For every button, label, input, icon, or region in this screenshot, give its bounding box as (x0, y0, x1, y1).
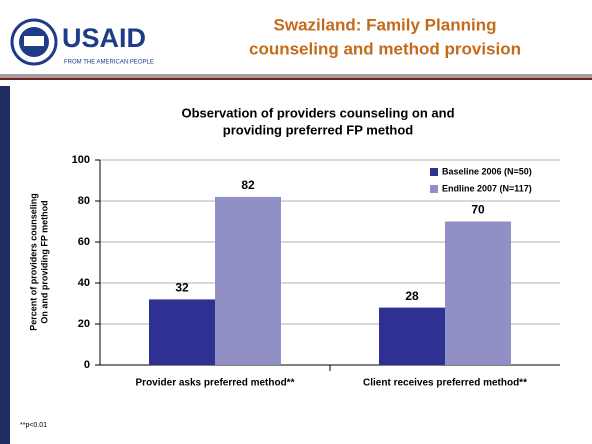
header-rule (0, 74, 592, 78)
slide-title: Swaziland: Family Planning (274, 15, 497, 34)
side-strip (0, 86, 10, 444)
legend-label: Endline 2007 (N=117) (442, 183, 532, 193)
chart-title: Observation of providers counseling on a… (181, 105, 454, 120)
y-axis-label: Percent of providers counseling (28, 193, 38, 331)
bar (149, 299, 215, 365)
data-label: 32 (175, 281, 189, 295)
x-tick-label: Client receives preferred method** (363, 378, 527, 389)
y-tick-label: 100 (72, 154, 90, 166)
legend-label: Baseline 2006 (N=50) (442, 166, 532, 176)
y-tick-label: 40 (78, 277, 90, 289)
logo-hands (24, 36, 44, 46)
logo-text: USAID (62, 23, 146, 53)
legend-swatch (430, 168, 438, 176)
legend-swatch (430, 185, 438, 193)
x-tick-label: Provider asks preferred method** (136, 378, 295, 389)
y-tick-label: 80 (78, 195, 90, 207)
chart-title: providing preferred FP method (223, 122, 414, 137)
data-label: 82 (241, 178, 255, 192)
slide-title: counseling and method provision (249, 39, 521, 58)
y-tick-label: 0 (84, 359, 90, 371)
y-tick-label: 60 (78, 236, 90, 248)
bar (445, 221, 511, 365)
header-rule (0, 78, 592, 80)
bar (215, 196, 281, 365)
footnote: **p<0.01 (20, 422, 47, 429)
y-tick-label: 20 (78, 318, 90, 330)
data-label: 28 (405, 289, 419, 303)
y-axis-label: On and providing FP method (39, 200, 49, 323)
data-label: 70 (471, 203, 485, 217)
bar (379, 307, 445, 365)
logo-tagline: FROM THE AMERICAN PEOPLE (64, 60, 154, 66)
